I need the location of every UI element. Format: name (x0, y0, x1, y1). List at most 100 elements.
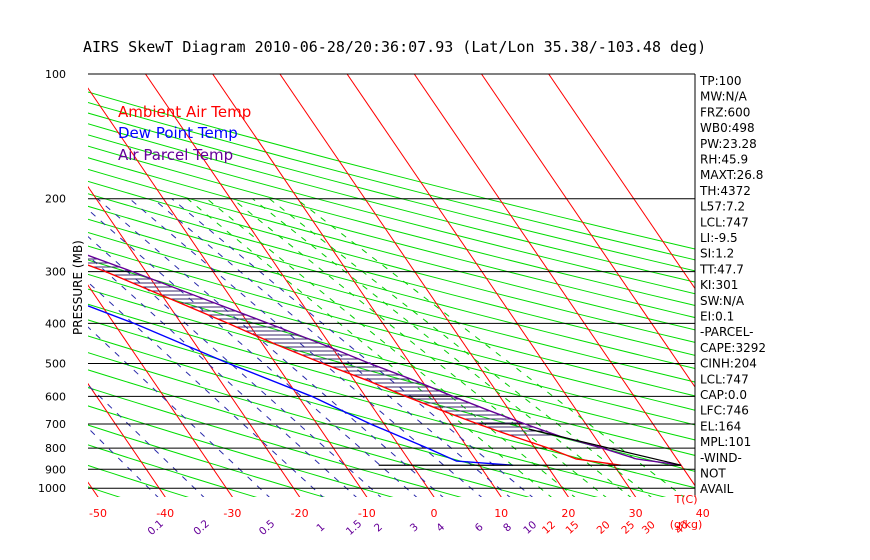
legend-parcel: Air Parcel Temp (118, 146, 233, 164)
isotherm (88, 284, 234, 497)
dry-adiabat (88, 193, 695, 356)
dry-adiabat (88, 180, 695, 343)
series-dew-point-temp (88, 305, 514, 466)
bottom-temp-tick: -50 (89, 507, 107, 520)
mixing-ratio-tick: 10 (521, 519, 539, 537)
dry-adiabat (88, 112, 695, 272)
stat-item: LCL:747 (700, 215, 749, 229)
mixing-ratio-tick: 12 (540, 519, 558, 537)
pressure-tick-label: 600 (45, 390, 66, 403)
pressure-tick-label: 800 (45, 442, 66, 455)
mixing-ratio-tick: 8 (501, 521, 514, 534)
dry-adiabat (88, 288, 695, 456)
dry-adiabat (88, 259, 695, 426)
dry-adiabat (88, 145, 695, 306)
stat-item: -PARCEL- (700, 325, 754, 339)
mixing-ratio-line (88, 281, 324, 497)
stat-item: AVAIL (700, 482, 734, 496)
dry-adiabat (88, 218, 695, 383)
stat-item: L57:7.2 (700, 200, 745, 214)
stat-item: -WIND- (700, 451, 742, 465)
mixing-ratio-line (269, 198, 652, 497)
mixing-ratio-tick: 15 (564, 519, 582, 537)
stat-item: MAXT:26.8 (700, 168, 763, 182)
isotherm (279, 74, 570, 497)
mixing-ratio-line (88, 235, 382, 497)
isotherm (0, 65, 32, 499)
mixing-ratio-tick: 1 (314, 521, 327, 534)
stat-item: CAP:0.0 (700, 388, 747, 402)
pressure-tick-label: 400 (45, 317, 66, 330)
stat-item: KI:301 (700, 278, 738, 292)
mixing-ratio-tick: 2 (372, 521, 385, 534)
mixing-ratio-line (295, 198, 685, 497)
mixing-ratio-line (88, 209, 418, 497)
dry-adiabat (88, 319, 695, 489)
isotherm (548, 74, 695, 290)
mixing-ratio-tick: 0.2 (191, 518, 211, 538)
dry-adiabat (88, 91, 695, 250)
bottom-temp-tick: -40 (156, 507, 174, 520)
dry-adiabat (88, 335, 667, 497)
mixing-ratio-line (88, 254, 357, 497)
isotherms (0, 65, 695, 499)
stat-item: CINH:204 (700, 357, 757, 371)
stat-item: FRZ:600 (700, 105, 750, 119)
mixing-ratio-tick: 3 (408, 521, 421, 534)
mixing-ratio-line (97, 198, 444, 497)
mixing-ratio-tick: 1.5 (344, 518, 364, 538)
stat-item: EI:0.1 (700, 310, 734, 324)
bottom-temp-tick: -20 (291, 507, 309, 520)
pressure-tick-label: 700 (45, 418, 66, 431)
dry-adiabat (88, 245, 695, 411)
isotherm (480, 74, 695, 388)
pressure-tick-label: 100 (45, 68, 66, 81)
mixing-axis-label: (g/kg) (670, 518, 703, 531)
parcel-lift-segment (528, 428, 682, 466)
bottom-temp-tick: 30 (629, 507, 643, 520)
dry-adiabat (88, 157, 695, 319)
legend: Ambient Air Temp Dew Point Temp Air Parc… (118, 103, 251, 164)
isotherm (88, 87, 368, 497)
dry-adiabat (88, 231, 695, 397)
pressure-tick-label: 500 (45, 358, 66, 371)
mixing-ratio-line (206, 198, 576, 497)
pressure-tick-label: 200 (45, 193, 66, 206)
bottom-temp-tick: 20 (561, 507, 575, 520)
mixing-ratio-tick: 6 (473, 521, 486, 535)
stat-item: MPL:101 (700, 435, 751, 449)
mixing-ratio-lines (88, 198, 685, 497)
dry-adiabat (88, 123, 695, 283)
legend-dewpoint: Dew Point Temp (118, 124, 238, 142)
bottom-temp-tick: -30 (223, 507, 241, 520)
mixing-ratio-line (232, 198, 607, 497)
profile-lines (88, 254, 682, 466)
pressure-tick-label: 900 (45, 463, 66, 476)
stat-item: WB0:498 (700, 121, 755, 135)
dry-adiabat (88, 101, 695, 261)
dry-adiabat (88, 486, 121, 497)
mixing-ratio-tick: 0.5 (257, 518, 277, 538)
temp-axis-label: T(C) (674, 493, 698, 506)
stat-item: LCL:747 (700, 372, 749, 386)
bottom-temp-tick: 0 (431, 507, 438, 520)
dry-adiabat (88, 205, 695, 370)
stat-item: LI:-9.5 (700, 231, 738, 245)
mixing-ratio-line (187, 198, 552, 497)
isotherm (413, 74, 695, 487)
stat-item: TP:100 (699, 74, 742, 88)
stat-item: SW:N/A (700, 294, 745, 308)
pressure-tick-label: 300 (45, 266, 66, 279)
mixing-ratio-tick: 25 (619, 519, 637, 537)
stat-item: TH:4372 (699, 184, 751, 198)
series-ambient-air-temp (88, 264, 621, 466)
stat-item: MW:N/A (700, 90, 748, 104)
stat-item: CAPE:3292 (700, 341, 766, 355)
isotherm (212, 74, 502, 497)
pressure-tick-label: 1000 (38, 482, 66, 495)
isobars: 100 200 300 400 500 600 700 800 900 1000 (38, 68, 696, 497)
chart-title: AIRS SkewT Diagram 2010-06-28/20:36:07.9… (83, 38, 706, 56)
isotherm (346, 74, 637, 497)
dry-adiabat (88, 273, 695, 441)
